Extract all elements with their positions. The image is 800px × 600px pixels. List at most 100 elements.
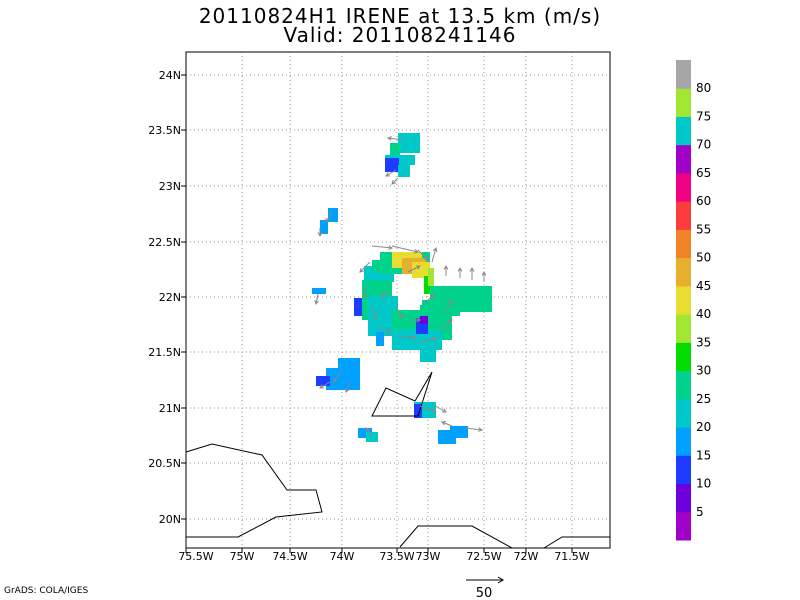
y-tick-label: 21N	[159, 402, 181, 415]
colorbar-swatch	[676, 427, 691, 456]
wind-vector	[391, 177, 399, 185]
x-tick-label: 73.5W	[379, 550, 414, 563]
plot-frame	[185, 51, 611, 549]
colorbar-swatch	[676, 398, 691, 428]
wind-speed-cell	[398, 165, 410, 177]
wind-vector	[469, 266, 475, 280]
coastline-east	[543, 536, 610, 549]
y-tick-label: 24N	[159, 69, 181, 82]
wind-vector	[385, 169, 397, 177]
colorbar-label: 70	[696, 138, 711, 152]
map-subtitle: Valid: 201108241146	[283, 23, 517, 47]
colorbar-label: 35	[696, 335, 711, 349]
coastline-cuba	[185, 443, 323, 538]
wind-vector	[443, 264, 449, 276]
x-tick-label: 74W	[330, 550, 355, 563]
wind-vector	[419, 405, 437, 414]
wind-vector	[441, 421, 453, 427]
colorbar-label: 25	[696, 392, 711, 406]
credit-text: GrADS: COLA/IGES	[4, 586, 89, 596]
wind-speed-cell	[460, 288, 492, 308]
coastline-inagua	[371, 371, 433, 417]
wind-vector	[359, 261, 371, 273]
wind-speed-cell	[354, 298, 362, 316]
wind-vector	[457, 266, 463, 278]
wind-vector	[319, 381, 331, 389]
y-tick-label: 23N	[159, 180, 181, 193]
colorbar-swatch	[676, 370, 691, 400]
y-tick-label: 22.5N	[148, 236, 181, 249]
wind-vector	[325, 211, 333, 223]
colorbar-swatch	[676, 455, 691, 485]
wind-speed-cell	[376, 332, 384, 346]
colorbar-label: 80	[696, 81, 711, 95]
wind-speed-cell	[412, 262, 430, 278]
wind-vector	[412, 317, 422, 323]
colorbar-swatch	[676, 483, 691, 513]
x-tick-label: 73W	[416, 550, 441, 563]
wind-vector	[314, 293, 319, 306]
colorbar-label: 65	[696, 166, 711, 180]
wind-vector	[317, 228, 323, 238]
wind-speed-field	[312, 133, 492, 444]
wind-speed-cell	[450, 426, 468, 438]
wind-speed-cell	[358, 428, 372, 438]
colorbar-label: 20	[696, 420, 711, 434]
colorbar-label: 10	[696, 477, 711, 491]
colorbar-swatch	[676, 257, 691, 287]
colorbar-swatch	[676, 88, 691, 117]
coastline-hispaniola	[399, 525, 513, 549]
colorbar-swatch	[676, 229, 691, 259]
x-tick-label: 75W	[230, 550, 255, 563]
wind-speed-cell	[390, 143, 400, 155]
wind-vector	[333, 369, 343, 383]
wind-speed-cell	[370, 320, 386, 334]
wind-vector	[345, 381, 351, 393]
wind-speed-cell	[316, 376, 330, 386]
wind-speed-cell	[312, 288, 326, 294]
wind-vector	[362, 285, 367, 300]
colorbar-swatch	[676, 144, 691, 174]
x-tick-label: 75.5W	[178, 550, 213, 563]
colorbar-label: 5	[696, 505, 704, 519]
colorbar-swatch	[676, 201, 691, 230]
y-tick-label: 20.5N	[148, 457, 181, 470]
wind-speed-cell	[366, 432, 378, 442]
wind-vector	[381, 289, 389, 299]
wind-vector	[481, 270, 487, 282]
wind-vector	[371, 305, 378, 319]
wind-speed-cell	[398, 133, 420, 153]
colorbar-label: 60	[696, 194, 711, 208]
wind-vector	[417, 249, 429, 261]
wind-speed-cell	[385, 158, 399, 172]
x-tick-label: 74.5W	[272, 550, 307, 563]
reference-vector-label: 50	[476, 586, 493, 600]
wind-speed-cell	[414, 404, 422, 418]
colorbar-label: 15	[696, 448, 711, 462]
colorbar-label: 45	[696, 279, 711, 293]
y-tick-label: 22N	[159, 291, 181, 304]
x-axis: 75.5W 75W 74.5W 74W 73.5W 73W 72.5W 72W 71.5W	[178, 548, 590, 563]
wind-vector	[365, 427, 373, 437]
wind-speed-cell	[328, 208, 338, 222]
wind-vector	[423, 293, 435, 305]
colorbar-swatch	[676, 172, 691, 202]
reference-vector: 50	[466, 576, 504, 600]
wind-vector	[391, 245, 420, 254]
colorbar-swatch	[676, 60, 691, 89]
wind-speed-cell	[428, 268, 434, 286]
wind-vector	[371, 245, 394, 251]
y-axis: 24N 23.5N 23N 22.5N 22N 21.5N 21N 20.5N 20N	[148, 69, 186, 526]
wind-speed-cell	[385, 155, 415, 165]
wind-vector	[379, 325, 391, 335]
wind-vector	[386, 136, 405, 141]
wind-vector	[431, 403, 447, 413]
wind-vector	[419, 336, 438, 343]
wind-speed-cell	[326, 368, 348, 390]
colorbar-swatch	[676, 342, 691, 372]
y-tick-label: 23.5N	[148, 124, 181, 137]
colorbar-swatch	[676, 511, 691, 541]
wind-vectors	[314, 136, 487, 437]
y-tick-label: 21.5N	[148, 346, 181, 359]
